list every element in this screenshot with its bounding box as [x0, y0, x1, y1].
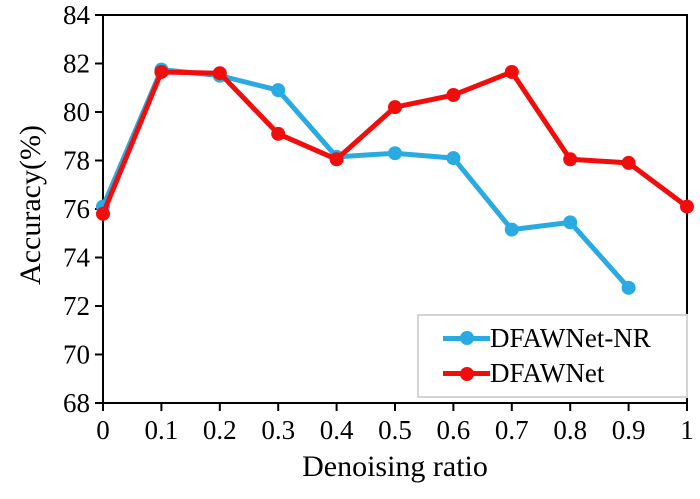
x-tick-label: 0.3	[261, 415, 295, 445]
legend-line-sample	[443, 366, 490, 381]
x-tick-label: 0.2	[203, 415, 237, 445]
data-point-dfawnet	[621, 155, 636, 170]
x-tick-label: 0.5	[378, 415, 412, 445]
legend-marker-dot	[459, 331, 474, 346]
x-tick-label: 0.4	[320, 415, 354, 445]
data-point-dfawnet-nr	[446, 151, 461, 166]
y-tick-label: 76	[63, 194, 90, 224]
data-point-dfawnet-nr	[388, 146, 402, 161]
y-tick-label: 84	[63, 0, 91, 30]
data-point-dfawnet-nr	[621, 280, 636, 295]
data-point-dfawnet	[446, 88, 461, 103]
data-point-dfawnet	[388, 100, 402, 115]
data-point-dfawnet	[212, 66, 227, 81]
data-point-dfawnet	[329, 152, 344, 167]
x-tick-label: 1	[680, 415, 694, 445]
legend-item-dfawnet-nr: DFAWNet-NR	[443, 322, 686, 353]
y-tick-label: 74	[63, 243, 91, 273]
x-tick-label: 0.9	[612, 415, 646, 445]
legend-label: DFAWNet-NR	[490, 322, 651, 353]
y-tick-label: 72	[63, 291, 90, 321]
y-tick-label: 78	[63, 146, 90, 176]
data-point-dfawnet	[154, 64, 169, 79]
series-line-dfawnet	[100, 69, 690, 217]
y-tick-label: 68	[63, 388, 90, 418]
legend-label: DFAWNet	[490, 358, 605, 389]
data-point-dfawnet	[680, 199, 694, 214]
y-tick-label: 82	[63, 49, 90, 79]
x-tick-label: 0.6	[437, 415, 471, 445]
data-point-dfawnet-nr	[563, 215, 578, 230]
x-tick-label: 0.8	[553, 415, 587, 445]
y-tick-label: 80	[63, 97, 90, 127]
x-tick-label: 0	[96, 415, 110, 445]
data-point-dfawnet	[271, 126, 286, 141]
x-tick-label: 0.7	[495, 415, 529, 445]
legend-line-sample	[443, 331, 490, 346]
legend-item-dfawnet: DFAWNet	[443, 360, 686, 387]
y-axis-label: Accuracy(%)	[14, 125, 47, 285]
x-tick-label: 0.1	[145, 415, 179, 445]
data-point-dfawnet	[563, 152, 578, 167]
data-point-dfawnet-nr	[504, 222, 519, 237]
y-tick-label: 70	[63, 340, 90, 370]
data-point-dfawnet-nr	[271, 83, 286, 98]
legend: DFAWNet-NR DFAWNet	[417, 314, 688, 398]
x-axis-label: Denoising ratio	[302, 450, 488, 483]
legend-marker-dot	[459, 366, 474, 381]
data-point-dfawnet	[504, 64, 519, 79]
data-point-dfawnet	[96, 206, 110, 221]
series-line-dfawnet-nr	[100, 67, 632, 291]
